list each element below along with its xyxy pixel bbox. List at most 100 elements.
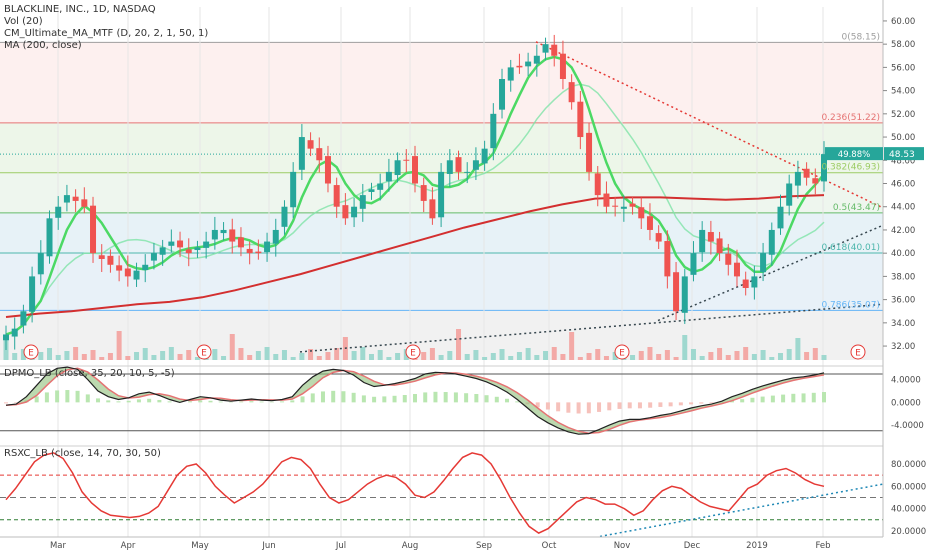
candle-body [620,206,627,209]
candle-body [429,199,436,219]
time-tick-label: 2019 [746,541,768,550]
dpmo-histogram-bar [361,395,366,403]
candle-body [377,183,384,190]
volume-bar [760,350,766,360]
candle-body [577,101,584,138]
dpmo-histogram-bar [617,402,622,409]
candle-body [507,67,514,81]
time-tick-label: Aug [402,541,419,550]
volume-bar [229,334,235,360]
volume-bar [12,353,18,360]
dpmo-histogram-bar [300,396,305,403]
volume-bar [656,354,662,360]
volume-bar [569,332,575,360]
rsxc-tick-label: 20.0000 [891,527,926,537]
volume-bar [90,350,96,360]
dpmo-histogram-bar [443,392,448,403]
dpmo-histogram-bar [811,392,816,403]
earnings-marker-label: E [28,349,34,359]
price-tag-value: 48.53 [889,150,915,160]
dpmo-histogram-bar [566,402,571,413]
volume-bar [125,356,131,360]
dpmo-label: DPMO_LB (close, 35, 20, 10, 5, -5) [4,368,175,379]
price-tick-label: 60.00 [891,17,915,27]
dpmo-histogram-bar [341,391,346,403]
candle-body [368,189,375,192]
volume-bar [551,347,557,360]
volume-bar [168,347,174,360]
fib-band [0,253,883,311]
volume-bar [81,354,87,360]
volume-bar [247,355,253,360]
fib-level-label: 0.382(46.93) [821,163,880,173]
dpmo-histogram-bar [4,402,8,404]
candle-body [821,154,827,182]
dpmo-histogram-bar [637,402,642,409]
candle-body [290,171,297,208]
fib-level-label: 0(58.15) [841,32,880,42]
volume-bar [664,350,670,360]
price-tick-label: 44.00 [891,203,915,213]
price-tick-label: 58.00 [891,40,915,50]
candle-body [220,229,227,234]
rsxc-tick-label: 60.0000 [891,482,926,492]
dpmo-histogram-bar [55,390,60,403]
dpmo-histogram-bar [607,402,612,411]
volume-bar [464,354,470,360]
candle-body [359,195,366,209]
volume-bar [325,352,331,360]
volume-bar [473,350,479,360]
volume-bar [134,352,140,360]
candle-body [351,206,358,218]
volume-bar [490,353,496,360]
dpmo-histogram-bar [433,391,438,403]
volume-bar [543,351,549,360]
candle-body [742,279,749,289]
volume-bar [577,357,583,360]
volume-bar [316,356,322,360]
candle-body [63,195,70,203]
dpmo-histogram-bar [689,402,694,405]
volume-bar [142,348,148,360]
dpmo-histogram-bar [188,401,193,403]
rsxc-line [5,452,825,534]
volume-bar [255,351,261,360]
volume-bar [38,352,44,360]
volume-bar [612,352,618,360]
earnings-marker [405,344,421,360]
uptrend-line [657,224,884,322]
candle-body [812,178,819,184]
candle-body [159,247,166,255]
candle-body [177,240,184,248]
volume-bar [690,349,696,360]
candle-body [760,253,767,273]
dpmo-histogram-bar [259,401,264,403]
main-legend: BLACKLINE, INC., 1D, NASDAQ Vol (20) CM_… [4,4,208,52]
candle-body [420,185,427,201]
candle-body [150,253,157,261]
candle-body [464,171,471,173]
candle-body [499,78,506,110]
candle-body [46,218,53,257]
volume-bar [221,356,227,360]
fib-level-label: 0.5(43.47) [833,203,880,213]
candle-body [116,265,123,271]
volume-bar [603,356,609,360]
candle-body [638,207,645,219]
ma200-line [5,194,825,318]
candle-body [603,193,610,207]
price-axis-bg [883,0,932,550]
dpmo-histogram-bar [484,395,489,403]
candle-body [107,255,114,265]
dpmo-histogram-bar [290,400,295,403]
dpmo-histogram-bar [331,390,336,403]
dpmo-histogram-bar [116,401,121,403]
candle-body [751,276,758,288]
candle-body [559,53,566,79]
volume-bar [99,357,105,360]
price-tick-label: 40.00 [891,249,915,259]
volume-bar [290,357,296,360]
candle-body [551,44,558,56]
